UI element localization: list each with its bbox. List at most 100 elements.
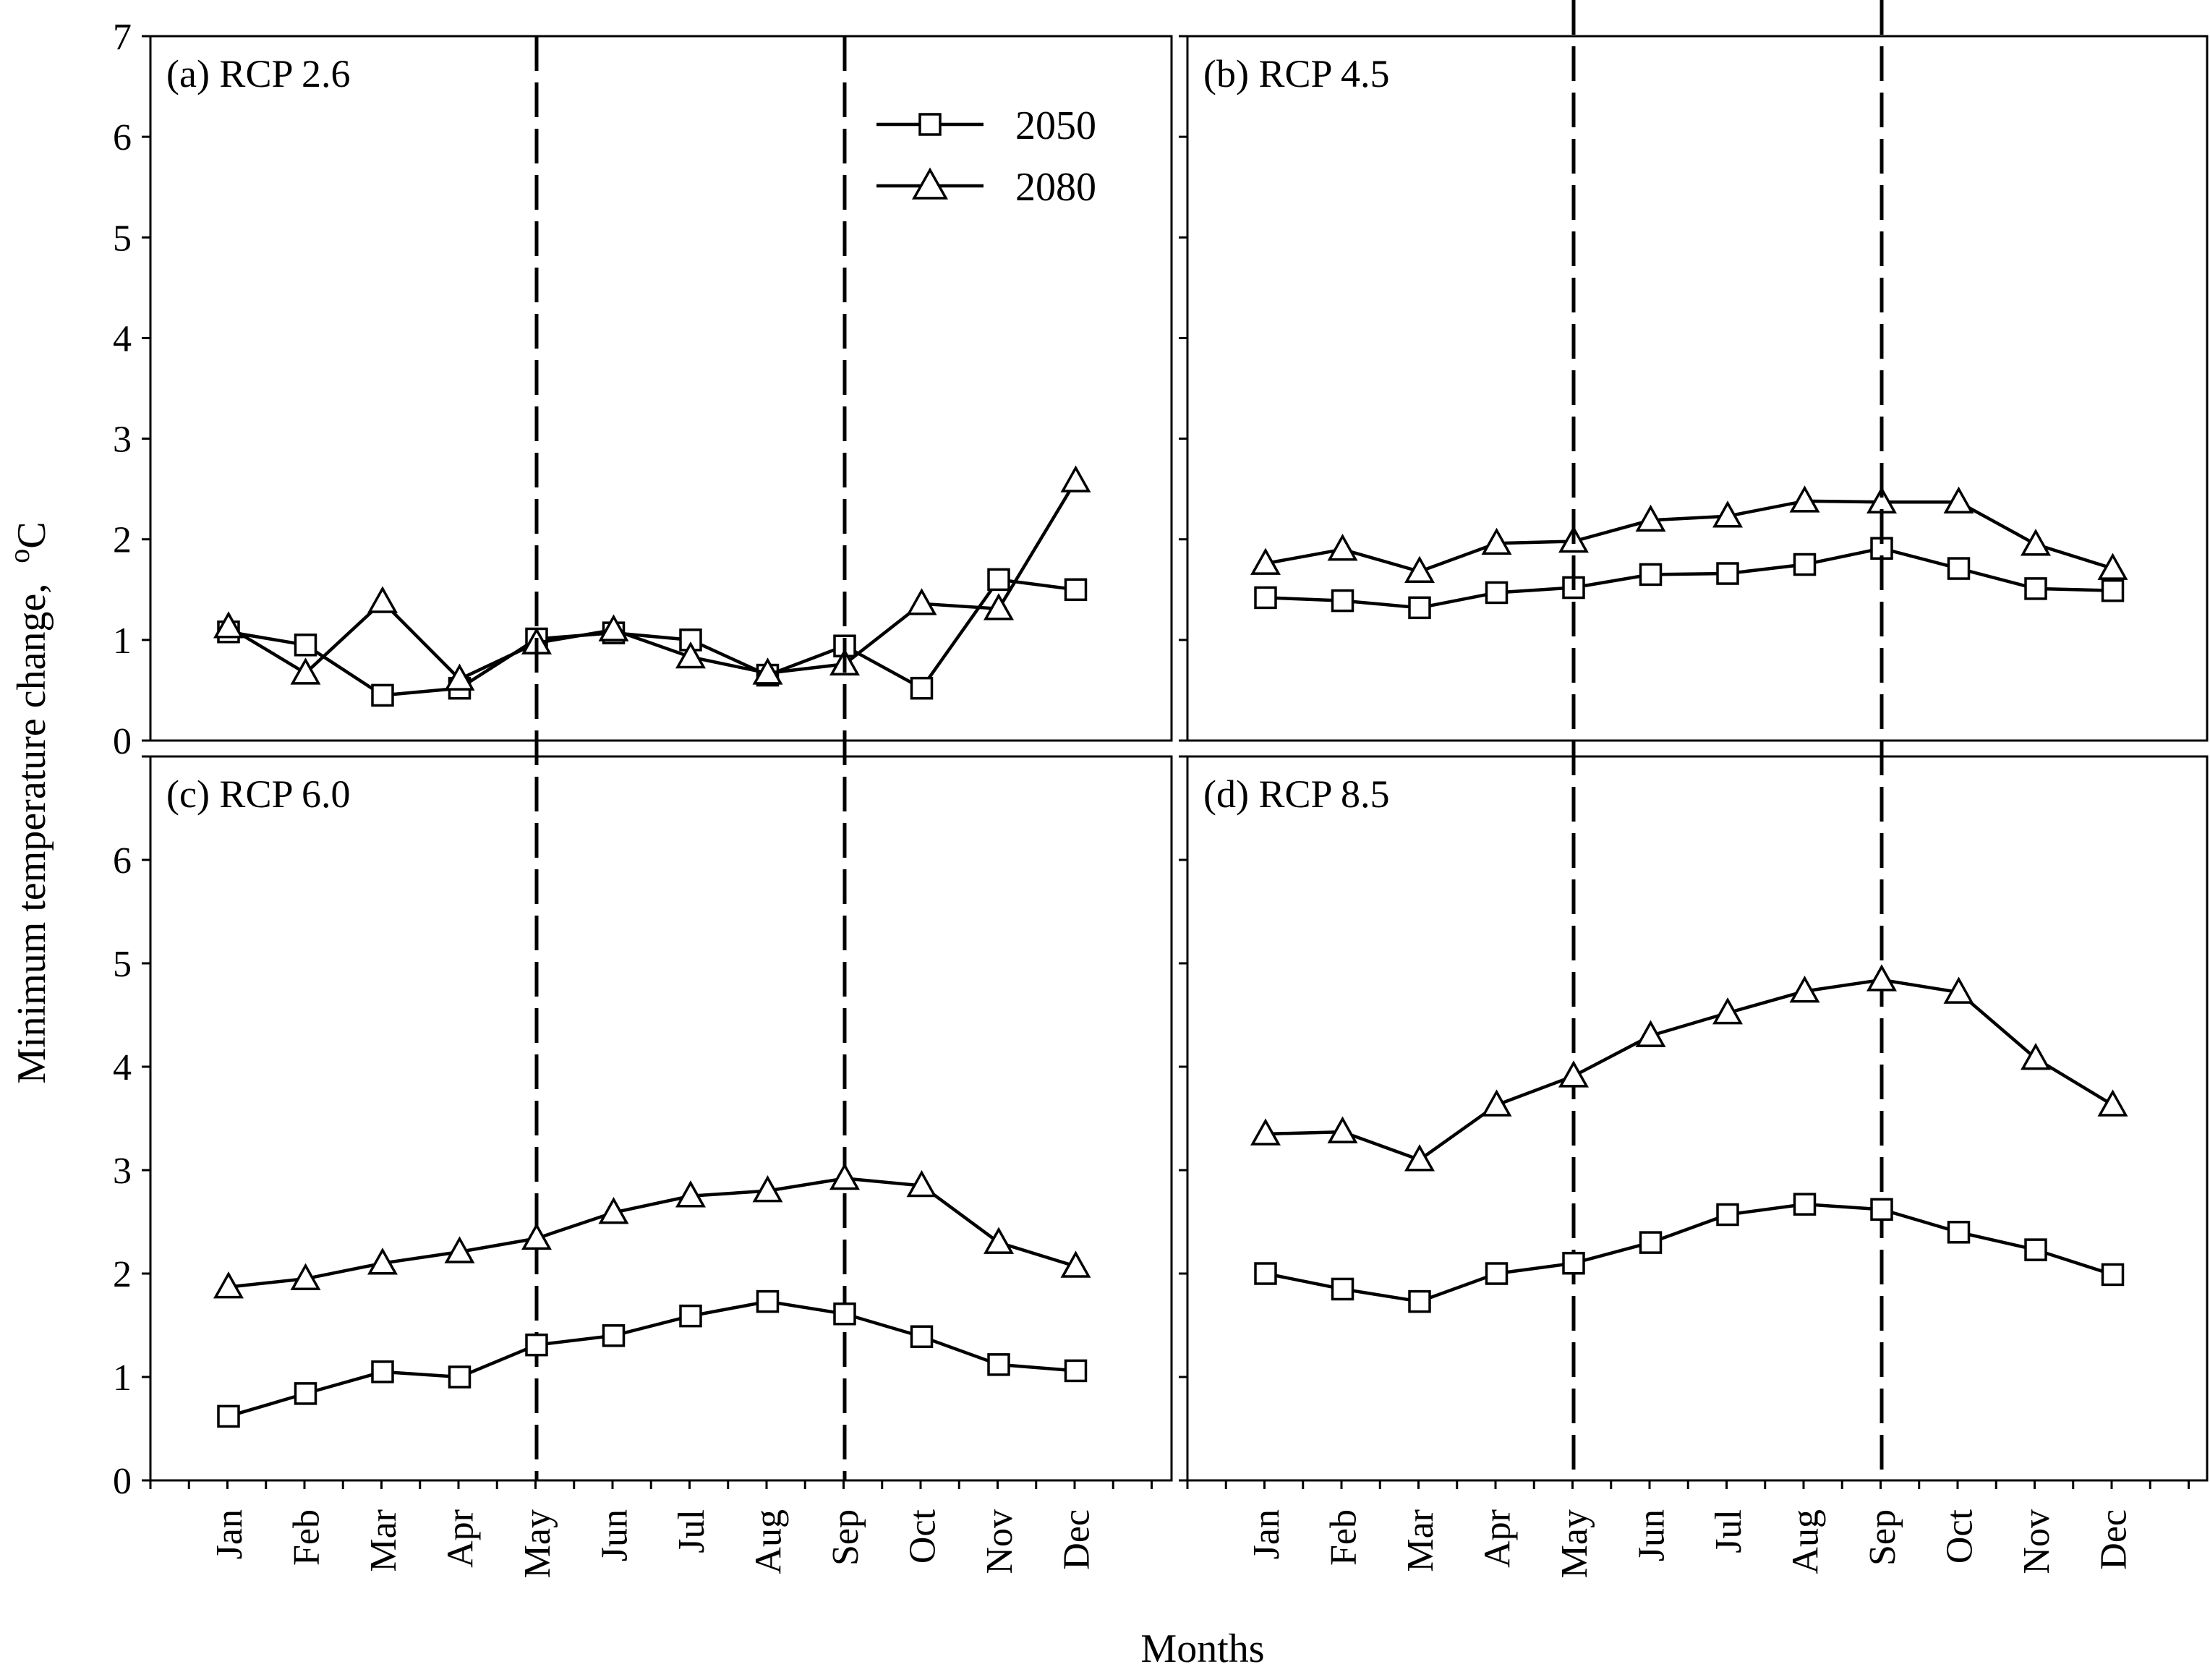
series-line-2050 [1265, 1202, 2114, 1303]
y-tick-label: 3 [113, 419, 132, 461]
x-tick-label: Jun [594, 1509, 636, 1561]
y-tick-label: 1 [113, 621, 132, 662]
data-point-2080-Sep [829, 1162, 860, 1190]
series-2080 [1250, 964, 2128, 1172]
data-point-2050-Jul [679, 1304, 702, 1328]
data-point-2080-Nov [2021, 529, 2051, 556]
x-tick-label: Mar [363, 1509, 404, 1572]
data-point-2050-Apr [448, 1365, 472, 1389]
data-point-2080-Oct [906, 1169, 937, 1198]
data-point-2080-Jul [1712, 500, 1743, 528]
data-point-2050-Nov [987, 568, 1010, 592]
data-point-2080-Nov [2021, 1042, 2051, 1070]
data-point-2080-Dec [1060, 465, 1091, 493]
legend-label-2050: 2050 [1015, 103, 1096, 148]
x-tick-label: Aug [1786, 1509, 1827, 1574]
data-point-2050-Oct [910, 676, 934, 700]
x-axis-title: Months [1140, 1626, 1264, 1671]
x-tick-label: Jan [209, 1509, 250, 1559]
data-point-2080-Oct [906, 588, 937, 615]
x-tick-label: Apr [1477, 1509, 1519, 1568]
data-point-2050-Mar [371, 683, 394, 707]
data-point-2080-Mar [367, 586, 398, 613]
panel-frame [1186, 755, 2209, 1482]
panel-frame [149, 755, 1173, 1482]
series-2050 [1254, 1193, 2125, 1313]
data-point-2080-Aug [1789, 976, 1820, 1003]
data-point-2080-Jun [1635, 504, 1666, 532]
panel-frame [1186, 35, 2209, 742]
y-tick-label: 6 [113, 840, 132, 882]
data-point-2050-Mar [1408, 596, 1431, 620]
data-point-2050-Oct [1947, 557, 1971, 580]
x-tick-label: Mar [1400, 1509, 1441, 1572]
series-line-2080 [1265, 499, 2114, 573]
legend-marker-square [918, 113, 942, 136]
data-point-2080-Jan [213, 611, 244, 639]
data-point-2080-Aug [752, 1175, 783, 1203]
data-point-2080-Apr [444, 1236, 475, 1263]
y-tick-label: 6 [113, 117, 132, 158]
series-2050 [217, 1289, 1088, 1428]
data-point-2050-Nov [2024, 577, 2047, 600]
x-tick-label: Jan [1246, 1509, 1287, 1559]
panel-title: (a) RCP 2.6 [166, 52, 351, 95]
y-tick-label: 0 [113, 1461, 132, 1502]
y-axis-unit-celsius: C [9, 521, 54, 548]
data-point-2050-Jan [1254, 1262, 1277, 1285]
data-point-2050-Sep [1870, 1198, 1893, 1221]
y-axis-title-text: Minimum temperature change, [9, 584, 54, 1084]
data-point-2080-May [521, 1222, 552, 1250]
data-point-2050-Jun [602, 1324, 626, 1347]
data-point-2080-Jun [598, 1197, 629, 1224]
data-point-2080-Mar [1404, 555, 1435, 584]
data-point-2080-May [1558, 1060, 1589, 1088]
y-tick-label: 4 [113, 1047, 132, 1088]
y-tick-label: 7 [113, 17, 132, 58]
data-point-2050-Dec [2101, 1263, 2125, 1287]
data-point-2080-Sep [1866, 964, 1897, 992]
series-line-2080 [227, 479, 1078, 681]
x-tick-label: Aug [748, 1509, 790, 1574]
data-point-2050-Dec [2101, 579, 2125, 602]
panel-title: (b) RCP 4.5 [1203, 52, 1390, 95]
series-2080 [1250, 485, 2128, 584]
x-tick-label: Feb [286, 1509, 328, 1566]
data-point-2050-May [1562, 1251, 1585, 1275]
data-point-2050-May [525, 1333, 548, 1357]
data-point-2080-Nov [984, 1227, 1014, 1254]
x-tick-label: Nov [2016, 1509, 2057, 1574]
data-point-2050-Jan [1254, 586, 1277, 610]
panel-3: 0 1 2 3 4 5 6 Jan Feb Mar Apr May Jun Jul Aug Sep Oct Nov… [113, 36, 1173, 1578]
data-point-2080-Jan [1250, 547, 1281, 575]
x-tick-label: May [517, 1509, 558, 1578]
y-axis-title: Minimum temperature change, oC [3, 521, 54, 1083]
data-point-2080-Mar [1404, 1144, 1435, 1172]
y-tick-label: 5 [113, 944, 132, 985]
y-axis-unit-superscript: o [3, 549, 35, 563]
data-point-2080-Jul [675, 1180, 706, 1208]
data-point-2050-Apr [1485, 1262, 1509, 1285]
x-tick-label: Oct [903, 1509, 944, 1564]
data-point-2080-Jul [1712, 997, 1743, 1025]
x-tick-label: Jun [1631, 1509, 1673, 1561]
data-point-2080-Feb [1327, 534, 1358, 561]
data-point-2080-Aug [1789, 485, 1820, 513]
y-tick-label: 2 [113, 520, 132, 561]
data-point-2080-Dec [2097, 553, 2128, 580]
x-tick-label: Sep [1862, 1509, 1903, 1566]
data-point-2050-Oct [910, 1325, 934, 1348]
x-tick-label: Nov [979, 1509, 1020, 1574]
data-point-2080-Jul [675, 641, 706, 669]
y-tick-label: 0 [113, 721, 132, 762]
data-point-2080-Apr [1481, 1089, 1512, 1117]
data-point-2080-Apr [1481, 527, 1512, 555]
data-point-2050-Jun [1639, 1231, 1663, 1254]
legend-label-2080: 2080 [1015, 165, 1096, 210]
data-point-2050-Aug [1793, 1193, 1817, 1216]
panel-title: (d) RCP 8.5 [1203, 772, 1390, 816]
series-line-2050 [228, 577, 1076, 697]
data-point-2050-Dec [1064, 1359, 1088, 1383]
legend-marker-triangle [912, 167, 948, 200]
